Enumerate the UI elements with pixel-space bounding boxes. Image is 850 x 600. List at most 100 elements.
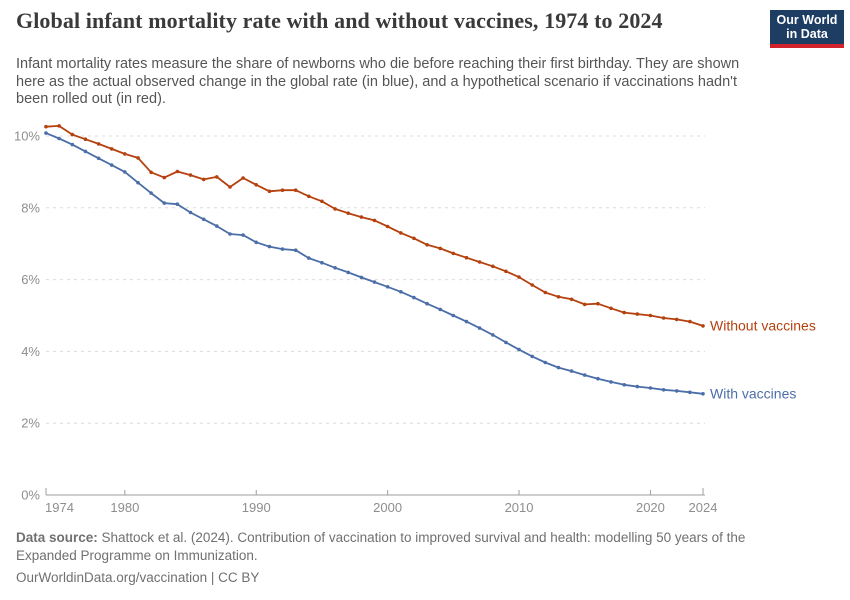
- series-point-without-vaccines[interactable]: [438, 246, 443, 251]
- series-point-without-vaccines[interactable]: [661, 316, 666, 320]
- series-point-without-vaccines[interactable]: [648, 313, 653, 318]
- series-point-without-vaccines[interactable]: [674, 317, 679, 322]
- series-point-without-vaccines[interactable]: [162, 175, 167, 180]
- series-point-without-vaccines[interactable]: [320, 199, 324, 204]
- series-point-without-vaccines[interactable]: [464, 255, 469, 260]
- series-point-without-vaccines[interactable]: [44, 124, 48, 129]
- series-point-with-vaccines[interactable]: [44, 131, 48, 135]
- series-point-with-vaccines[interactable]: [149, 191, 153, 195]
- owid-logo[interactable]: Our World in Data: [770, 10, 844, 48]
- series-point-with-vaccines[interactable]: [280, 247, 285, 251]
- series-point-with-vaccines[interactable]: [491, 333, 495, 337]
- series-point-without-vaccines[interactable]: [333, 207, 337, 211]
- series-point-with-vaccines[interactable]: [175, 202, 180, 206]
- series-point-with-vaccines[interactable]: [254, 240, 258, 245]
- series-point-without-vaccines[interactable]: [96, 142, 101, 146]
- series-point-without-vaccines[interactable]: [385, 224, 390, 229]
- series-point-without-vaccines[interactable]: [477, 260, 482, 264]
- series-point-without-vaccines[interactable]: [372, 218, 377, 223]
- series-point-with-vaccines[interactable]: [530, 354, 534, 359]
- series-line-without-vaccines[interactable]: [45, 124, 704, 327]
- series-point-with-vaccines[interactable]: [648, 386, 653, 390]
- license-link[interactable]: OurWorldinData.org/vaccination | CC BY: [16, 570, 260, 585]
- series-point-without-vaccines[interactable]: [530, 283, 534, 287]
- series-point-with-vaccines[interactable]: [582, 373, 587, 377]
- series-point-without-vaccines[interactable]: [241, 176, 245, 180]
- series-point-with-vaccines[interactable]: [188, 210, 193, 215]
- series-point-with-vaccines[interactable]: [346, 270, 351, 275]
- series-point-with-vaccines[interactable]: [123, 170, 127, 174]
- series-point-with-vaccines[interactable]: [688, 390, 692, 395]
- series-point-with-vaccines[interactable]: [201, 217, 206, 222]
- series-point-without-vaccines[interactable]: [359, 215, 364, 219]
- series-point-without-vaccines[interactable]: [517, 275, 521, 279]
- series-point-with-vaccines[interactable]: [109, 163, 114, 167]
- series-point-without-vaccines[interactable]: [215, 175, 219, 179]
- series-point-with-vaccines[interactable]: [517, 347, 521, 352]
- series-point-without-vaccines[interactable]: [228, 185, 232, 189]
- series-point-with-vaccines[interactable]: [622, 383, 626, 387]
- series-point-with-vaccines[interactable]: [372, 280, 377, 284]
- series-point-with-vaccines[interactable]: [307, 256, 311, 260]
- series-point-with-vaccines[interactable]: [228, 232, 232, 236]
- series-point-without-vaccines[interactable]: [136, 156, 140, 160]
- series-point-with-vaccines[interactable]: [57, 136, 61, 141]
- series-point-with-vaccines[interactable]: [70, 142, 75, 147]
- series-point-without-vaccines[interactable]: [307, 194, 311, 199]
- series-point-without-vaccines[interactable]: [701, 324, 705, 328]
- series-point-with-vaccines[interactable]: [215, 224, 219, 228]
- series-point-with-vaccines[interactable]: [241, 233, 245, 237]
- series-point-without-vaccines[interactable]: [188, 173, 193, 177]
- series-point-without-vaccines[interactable]: [70, 132, 75, 137]
- series-point-without-vaccines[interactable]: [582, 302, 587, 307]
- series-point-with-vaccines[interactable]: [425, 301, 429, 306]
- series-point-with-vaccines[interactable]: [333, 266, 337, 270]
- series-label-without-vaccines[interactable]: Without vaccines: [710, 317, 816, 333]
- series-point-without-vaccines[interactable]: [635, 312, 640, 316]
- series-point-with-vaccines[interactable]: [674, 389, 679, 393]
- series-point-without-vaccines[interactable]: [254, 183, 258, 187]
- series-point-with-vaccines[interactable]: [569, 369, 574, 373]
- series-point-without-vaccines[interactable]: [609, 306, 613, 311]
- series-point-with-vaccines[interactable]: [701, 392, 705, 396]
- series-point-without-vaccines[interactable]: [83, 137, 88, 141]
- series-point-with-vaccines[interactable]: [596, 376, 600, 381]
- series-point-without-vaccines[interactable]: [451, 251, 456, 256]
- series-point-without-vaccines[interactable]: [57, 124, 61, 128]
- series-point-without-vaccines[interactable]: [688, 319, 692, 324]
- series-point-without-vaccines[interactable]: [293, 188, 298, 192]
- series-point-without-vaccines[interactable]: [543, 290, 548, 295]
- series-point-without-vaccines[interactable]: [622, 310, 626, 315]
- series-point-without-vaccines[interactable]: [412, 236, 416, 241]
- series-point-with-vaccines[interactable]: [556, 365, 561, 370]
- series-point-without-vaccines[interactable]: [596, 301, 600, 306]
- series-point-with-vaccines[interactable]: [83, 149, 88, 154]
- series-point-with-vaccines[interactable]: [293, 248, 298, 252]
- series-point-with-vaccines[interactable]: [464, 319, 469, 324]
- series-point-without-vaccines[interactable]: [556, 295, 561, 299]
- series-point-with-vaccines[interactable]: [635, 384, 640, 389]
- series-point-with-vaccines[interactable]: [267, 244, 272, 249]
- series-point-with-vaccines[interactable]: [385, 285, 390, 289]
- series-point-with-vaccines[interactable]: [96, 156, 101, 161]
- series-point-without-vaccines[interactable]: [425, 243, 429, 247]
- series-point-without-vaccines[interactable]: [504, 269, 508, 274]
- series-point-with-vaccines[interactable]: [320, 260, 324, 265]
- series-point-without-vaccines[interactable]: [399, 231, 403, 235]
- series-point-without-vaccines[interactable]: [109, 147, 114, 151]
- series-point-with-vaccines[interactable]: [438, 307, 443, 312]
- series-point-with-vaccines[interactable]: [451, 313, 456, 318]
- series-point-without-vaccines[interactable]: [491, 264, 495, 269]
- series-label-with-vaccines[interactable]: With vaccines: [710, 385, 796, 401]
- series-point-with-vaccines[interactable]: [543, 360, 548, 365]
- series-point-without-vaccines[interactable]: [201, 177, 206, 182]
- series-point-without-vaccines[interactable]: [280, 188, 285, 192]
- series-point-with-vaccines[interactable]: [162, 201, 167, 205]
- series-point-without-vaccines[interactable]: [346, 211, 351, 215]
- series-point-with-vaccines[interactable]: [477, 326, 482, 330]
- series-point-with-vaccines[interactable]: [609, 380, 613, 384]
- series-point-without-vaccines[interactable]: [149, 170, 153, 175]
- series-point-with-vaccines[interactable]: [359, 275, 364, 280]
- series-point-without-vaccines[interactable]: [175, 169, 180, 174]
- series-point-with-vaccines[interactable]: [399, 290, 403, 294]
